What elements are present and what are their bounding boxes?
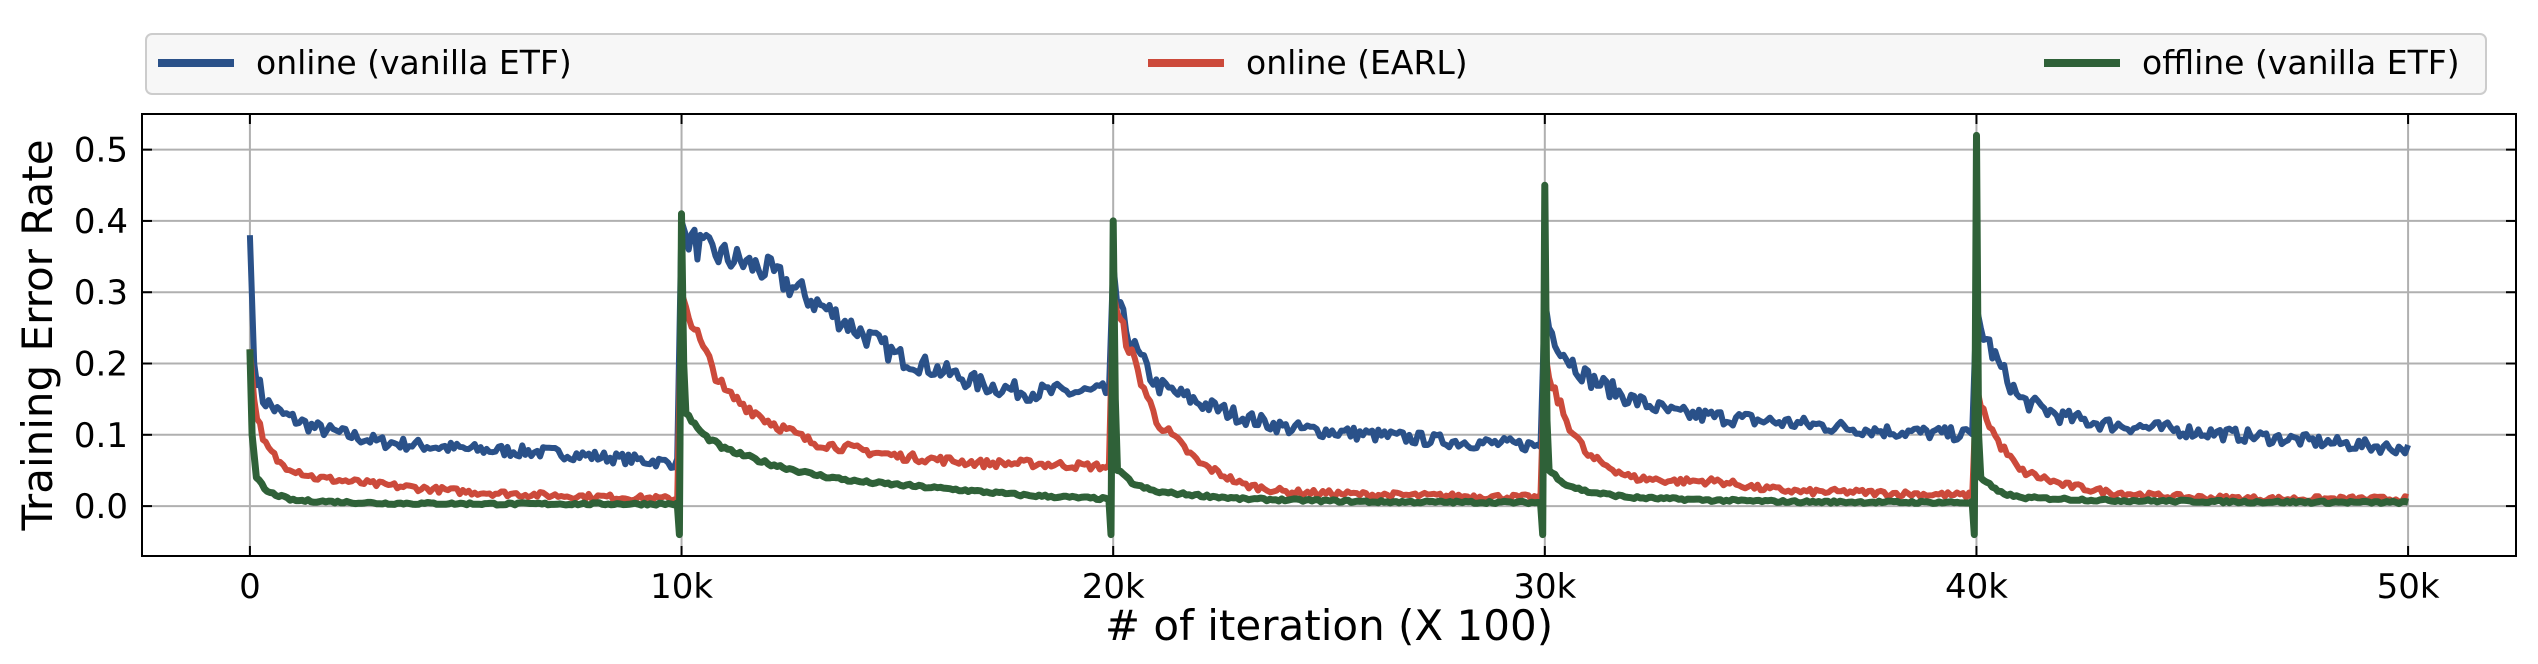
x-tick-label: 30k [1513,567,1576,607]
x-tick-label: 0 [239,567,261,607]
series-layer [246,131,2411,539]
series-line-3 [246,131,2409,539]
x-tick-label: 40k [1945,567,2008,607]
x-tick-label: 20k [1082,567,1145,607]
y-tick-label: 0.4 [74,202,128,242]
x-tick-label: 10k [650,567,713,607]
legend-frame [145,33,2487,95]
legend-label: online (vanilla ETF) [256,43,572,82]
plot-frame [141,113,2517,557]
y-tick-label: 0.0 [74,487,128,527]
y-tick-label: 0.1 [74,416,128,456]
x-tick-label: 50k [2377,567,2440,607]
legend: online (vanilla ETF) online (EARL) offline… [145,33,2487,95]
legend-label: offline (vanilla ETF) [2142,43,2460,82]
series-line-2 [246,289,2409,505]
y-axis-title: Training Error Rate [13,139,62,531]
y-tick-label: 0.2 [74,345,128,385]
series-line-1 [246,217,2411,471]
x-axis-title: # of iteration (X 100) [1105,601,1553,650]
axis-ticks: 0 10k 20k 30k 40k 50k 0.0 0.1 0.2 0.3 0.4 0.5 [74,114,2516,607]
y-tick-label: 0.3 [74,273,128,313]
legend-label: online (EARL) [1246,43,1468,82]
y-tick-label: 0.5 [74,131,128,171]
